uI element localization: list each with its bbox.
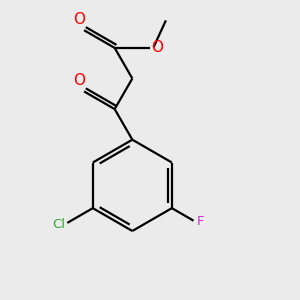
Text: F: F — [196, 215, 204, 228]
Text: O: O — [73, 74, 85, 88]
Text: O: O — [152, 40, 164, 55]
Text: O: O — [73, 12, 85, 27]
Text: Cl: Cl — [52, 218, 65, 231]
